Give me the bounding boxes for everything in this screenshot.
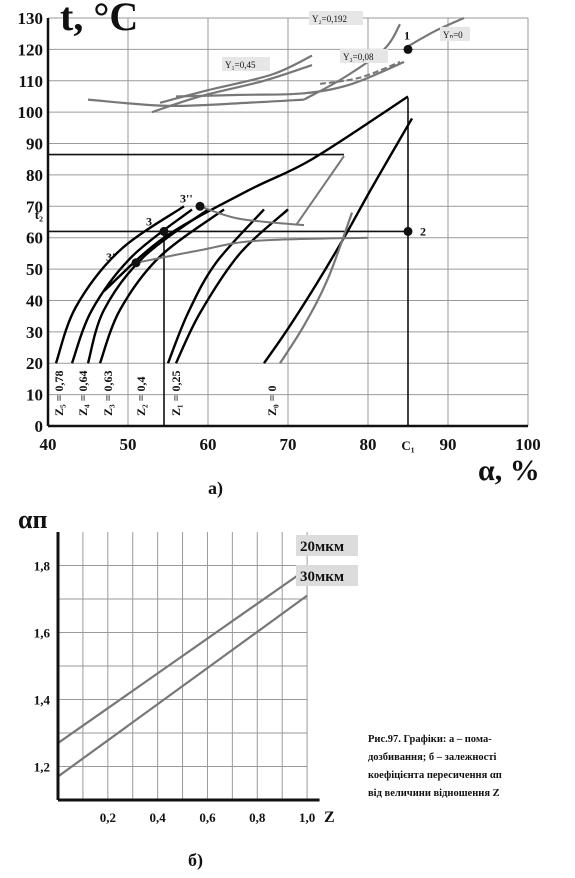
- y-curve-label: Y₁=0,45: [225, 60, 256, 70]
- y-tick-label: 50: [26, 260, 43, 279]
- state-point: [131, 258, 141, 268]
- x-tick-label: 60: [200, 435, 217, 454]
- x-tick-label: 40: [40, 435, 57, 454]
- y-tick-label: 130: [18, 9, 44, 28]
- series-line: [279, 212, 354, 364]
- series-line: [174, 208, 289, 364]
- z-curve-label: Z₄ = 0,64: [76, 371, 90, 416]
- series-line: [57, 594, 308, 778]
- chart-a-points: 1 2 3 3' 3'': [106, 28, 426, 268]
- series-line: [98, 208, 225, 364]
- x-tick-label: 0,4: [150, 810, 167, 825]
- chart-b-labels: 20мкм 30мкм: [296, 535, 358, 586]
- y-tick-label: 40: [26, 291, 43, 310]
- y-tick-label: 1,4: [34, 693, 51, 708]
- y-tick-label: 70: [26, 197, 43, 216]
- chart-b-series: [57, 567, 308, 778]
- y-tick-label: 30: [26, 323, 43, 342]
- y-tick-label: 60: [26, 229, 43, 248]
- chart-a-labels: Z₀ = 0 Z₁ = 0,25 Z₂ = 0,4 Z₃ = 0,63 Z₄ = 0,6…: [52, 11, 470, 416]
- series-line: [87, 98, 305, 108]
- state-point-label: 3': [106, 250, 115, 264]
- y-tick-label-t2: t₂: [35, 207, 43, 222]
- y-tick-label: 0: [35, 417, 44, 436]
- x-tick-label: 50: [120, 435, 137, 454]
- z-curve-label: Z₅ = 0,78: [52, 371, 66, 416]
- state-point-label: 1: [404, 28, 410, 42]
- x-tick-label: 1,0: [299, 810, 315, 825]
- chart-a-ylabel: t, °C: [60, 0, 138, 39]
- z-curve-label: Z₁ = 0,25: [169, 371, 183, 416]
- state-point-label: 3'': [180, 191, 193, 205]
- chart-a-xlabel: α, %: [478, 454, 540, 487]
- chart-a-grid: [47, 17, 529, 427]
- state-point-label: 3: [146, 214, 152, 228]
- y-curve-label-bg: [340, 49, 388, 63]
- caption-line-4: від величини відношення Z: [368, 788, 500, 799]
- y-tick-label: 20: [26, 354, 43, 373]
- series-label-bg: [296, 535, 358, 556]
- chart-b-panel-label: б): [188, 850, 203, 871]
- caption-line-1: Рис.97. Графіки: а – пома-: [368, 734, 492, 745]
- state-point-label: 2: [420, 224, 426, 238]
- x-tick-label: 80: [360, 435, 377, 454]
- y-curve-label: Yₙ=0: [443, 30, 463, 40]
- x-tick-label: 90: [440, 435, 457, 454]
- y-tick-label: 1,2: [34, 760, 50, 775]
- series-label: 20мкм: [300, 539, 344, 555]
- y-curve-label: Y₃=0,08: [343, 52, 374, 62]
- chart-b-grid: [58, 532, 308, 800]
- process-line: [199, 205, 305, 227]
- state-point: [403, 226, 413, 236]
- y-tick-label: 1,6: [34, 626, 51, 641]
- chart-a-panel-label: а): [208, 478, 223, 499]
- x-tick-label: 70: [280, 435, 297, 454]
- y-tick-label: 100: [18, 103, 44, 122]
- y-tick-label: 110: [18, 72, 43, 91]
- series-line: [103, 95, 409, 292]
- series-line: [54, 205, 185, 364]
- chart-a: 1 2 3 3' 3'' Z₀ = 0 Z₁ = 0,25 Z₂ = 0,4 Z₃ = 0,6…: [18, 0, 541, 499]
- y-tick-label: 120: [18, 40, 44, 59]
- x-tick-label-c1: C₁: [401, 438, 414, 453]
- figure-caption: Рис.97. Графіки: а – пома- дозбивання; б…: [368, 734, 502, 799]
- chart-b-axes: 1,2 1,4 1,6 1,8 0,2 0,4 0,6 0,8 1,0: [34, 532, 320, 825]
- x-tick-label: 0,8: [249, 810, 266, 825]
- y-curve-label-bg: [309, 11, 363, 25]
- series-line: [407, 16, 465, 48]
- y-tick-label: 10: [26, 386, 43, 405]
- series-label-bg: [296, 565, 358, 586]
- chart-a-series: [48, 16, 465, 426]
- y-curve-label: Y₂=0,192: [312, 14, 347, 24]
- z-curve-label: Z₃ = 0,63: [101, 371, 115, 416]
- dashed-process-line: [319, 61, 401, 85]
- y-tick-label: 90: [26, 135, 43, 154]
- y-curve-label-bg: [222, 57, 270, 71]
- z-curve-label: Z₂ = 0,4: [134, 377, 148, 416]
- state-point: [195, 201, 205, 211]
- state-point: [403, 44, 413, 54]
- chart-b-ylabel: αп: [18, 505, 48, 534]
- process-line: [295, 155, 345, 226]
- series-label: 30мкм: [300, 569, 344, 585]
- x-tick-label: 0,2: [100, 810, 116, 825]
- series-line: [166, 208, 265, 364]
- chart-a-axes: 0 10 20 30 40 50 60 70 80 90 100 110 120 130 40 50 60 70 8…: [18, 9, 541, 454]
- y-tick-label: 1,8: [34, 559, 51, 574]
- chart-b: 20мкм 30мкм 1,2 1,4 1,6 1,8 0,2 0,4 0,6 0,8 1,0 α…: [18, 505, 358, 871]
- caption-line-2: дозбивання; б – залежності: [368, 752, 496, 763]
- x-tick-label: 100: [515, 435, 541, 454]
- state-point: [159, 226, 169, 236]
- x-tick-label: 0,6: [199, 810, 216, 825]
- process-line: [135, 236, 369, 264]
- z-curve-label: Z₀ = 0: [265, 386, 279, 416]
- y-curve-label-bg: [440, 27, 470, 41]
- series-line: [175, 60, 405, 98]
- y-tick-label: 80: [26, 166, 43, 185]
- caption-line-3: коефіцієнта пересичення αп: [368, 770, 502, 781]
- series-line: [263, 117, 414, 364]
- chart-b-xlabel: Z: [324, 809, 335, 826]
- series-line: [57, 567, 308, 744]
